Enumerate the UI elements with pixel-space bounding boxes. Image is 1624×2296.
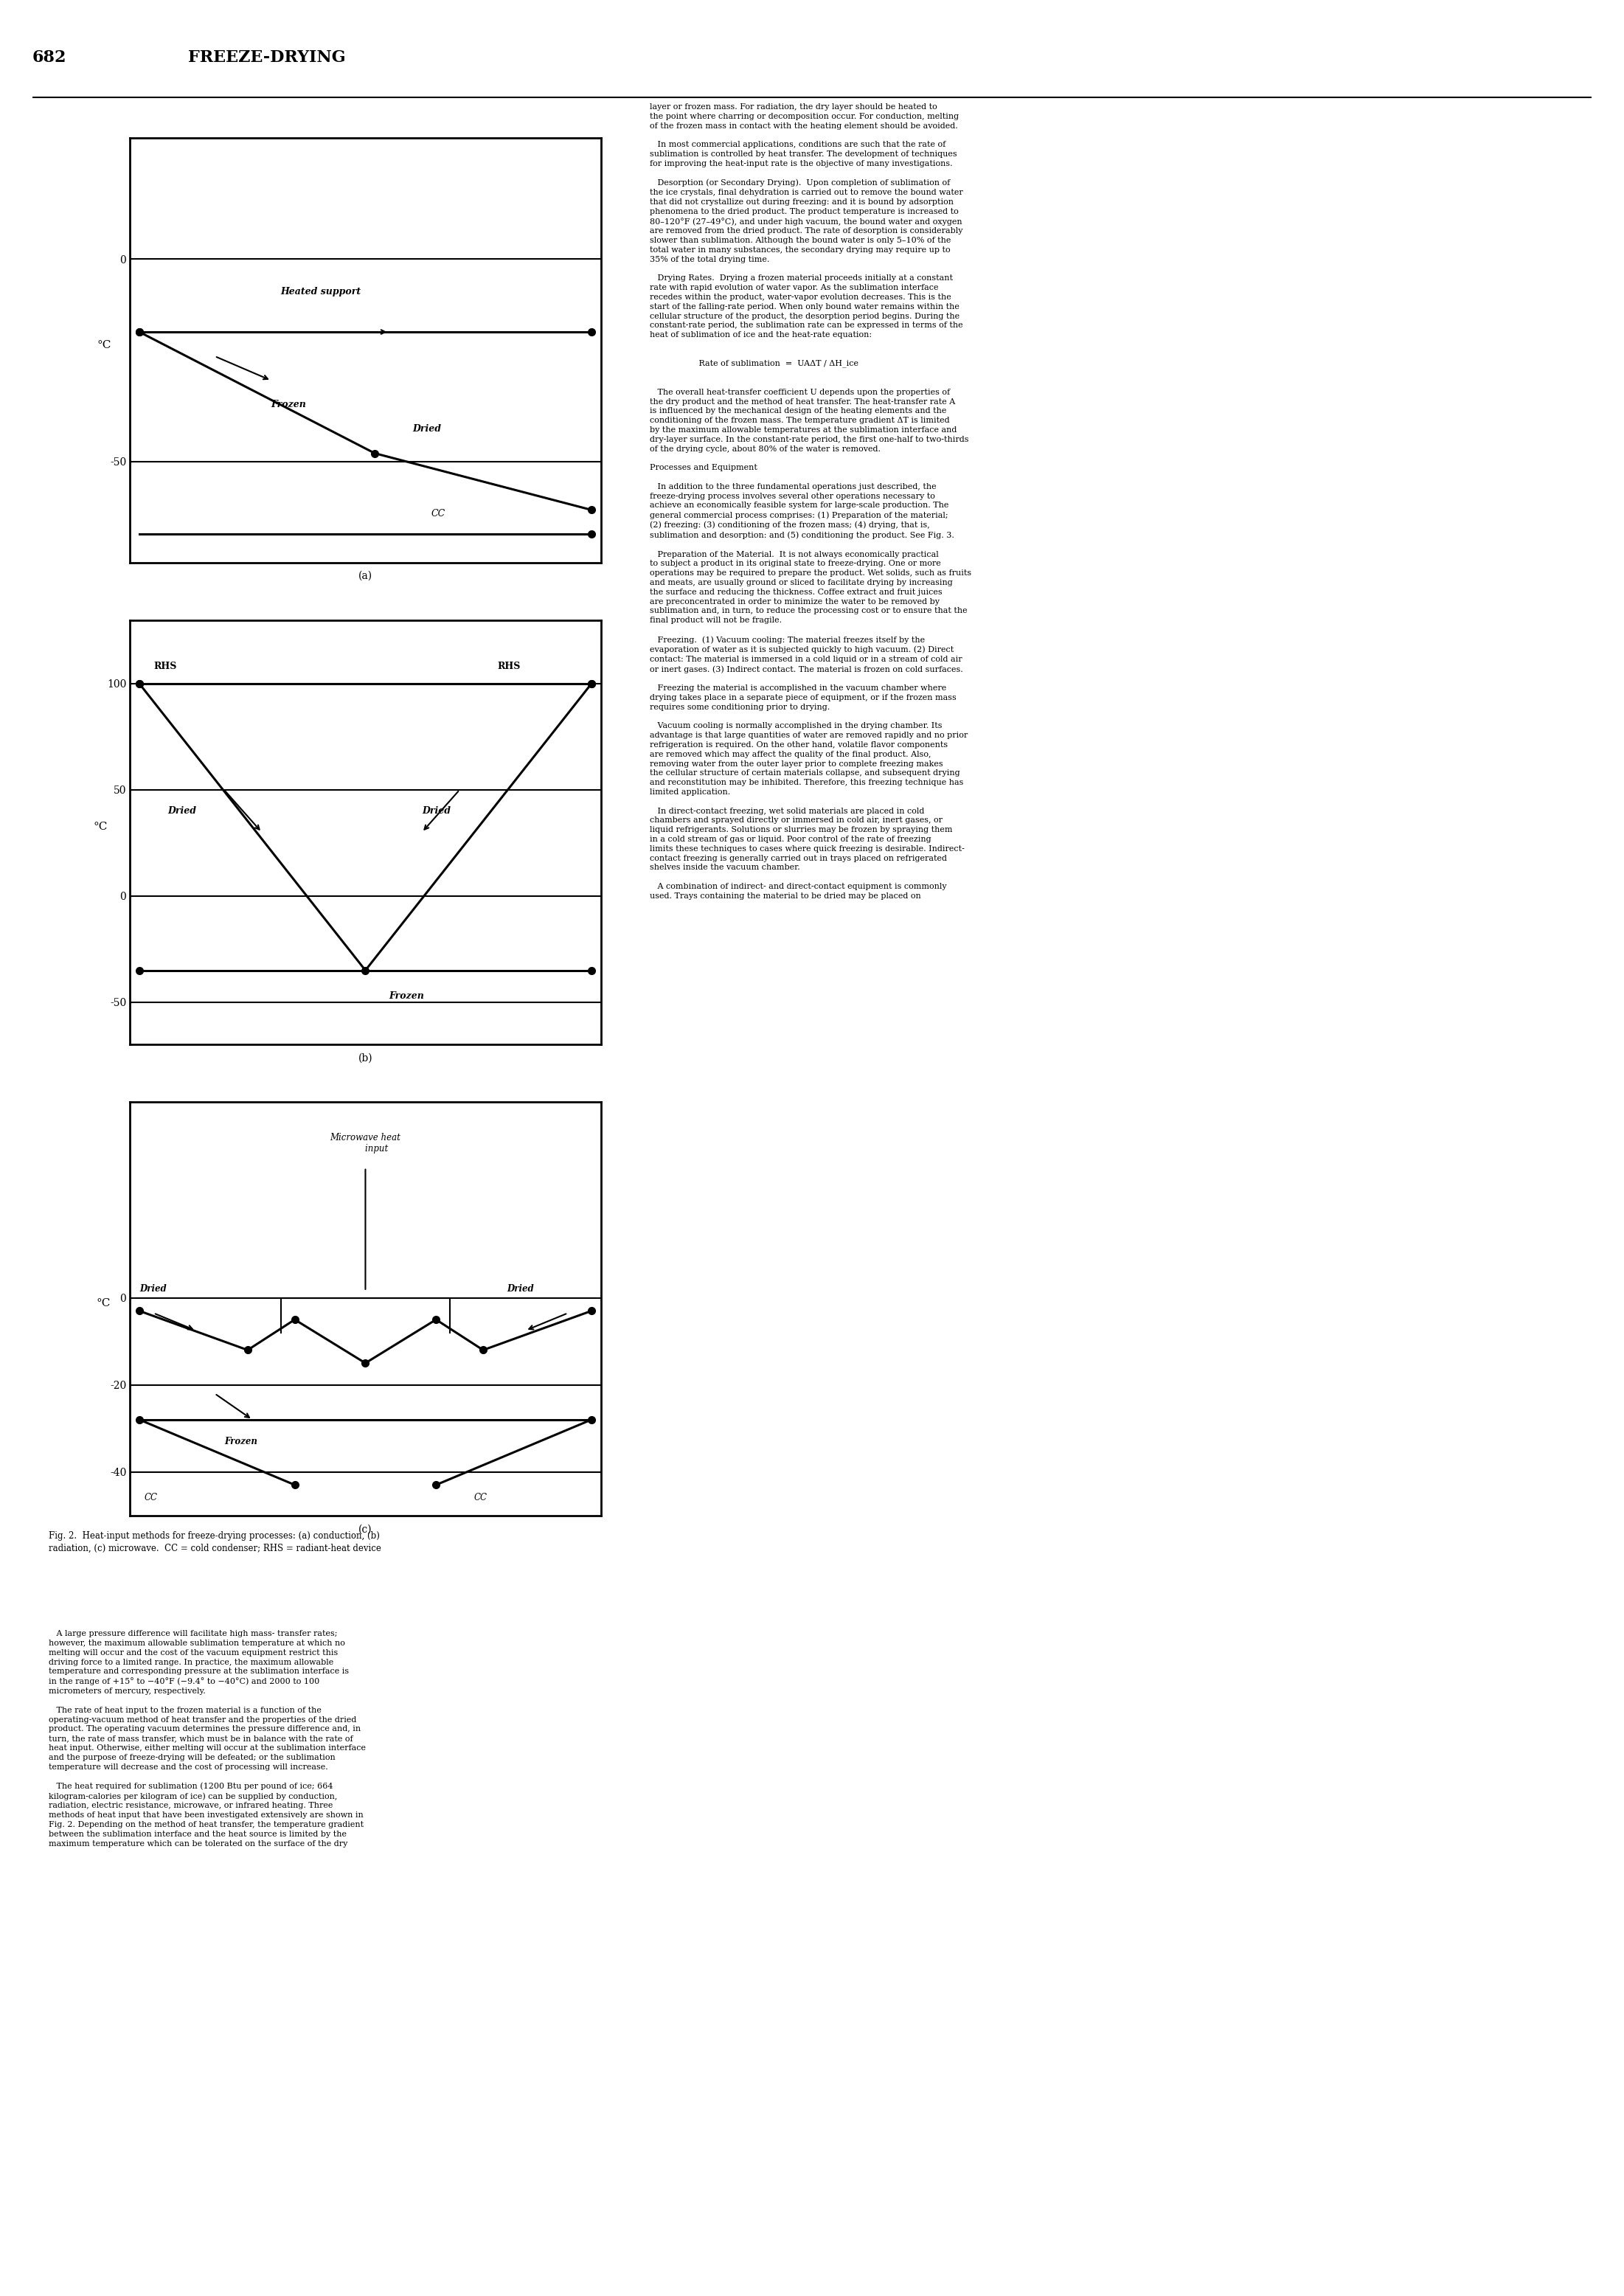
Y-axis label: °C: °C — [97, 340, 110, 349]
Text: Dried: Dried — [507, 1283, 534, 1295]
Text: CC: CC — [432, 510, 445, 519]
Text: RHS: RHS — [497, 661, 520, 670]
Text: Fig. 2.  Heat-input methods for freeze-drying processes: (a) conduction, (b)
rad: Fig. 2. Heat-input methods for freeze-dr… — [49, 1531, 382, 1552]
Text: A large pressure difference will facilitate high mass- transfer rates;
however, : A large pressure difference will facilit… — [49, 1630, 365, 1848]
Text: CC: CC — [145, 1492, 158, 1504]
Text: 682: 682 — [32, 48, 67, 67]
Y-axis label: °C: °C — [96, 1300, 110, 1309]
Text: Microwave heat
        input: Microwave heat input — [330, 1132, 401, 1153]
Text: Dried: Dried — [167, 806, 197, 815]
Text: RHS: RHS — [153, 661, 177, 670]
Text: (c): (c) — [359, 1525, 372, 1534]
Text: layer or frozen mass. For radiation, the dry layer should be heated to
the point: layer or frozen mass. For radiation, the… — [650, 103, 971, 900]
Text: (b): (b) — [359, 1054, 372, 1063]
Text: Dried: Dried — [422, 806, 451, 815]
Text: Dried: Dried — [412, 425, 442, 434]
Text: CC: CC — [474, 1492, 487, 1504]
Text: Heated support: Heated support — [281, 287, 361, 296]
Text: (a): (a) — [359, 572, 372, 581]
Text: Dried: Dried — [140, 1283, 166, 1295]
Y-axis label: °C: °C — [94, 822, 107, 831]
Text: Frozen: Frozen — [390, 992, 424, 1001]
Text: FREEZE-DRYING: FREEZE-DRYING — [188, 48, 346, 67]
Text: Frozen: Frozen — [271, 400, 307, 409]
Text: Frozen: Frozen — [224, 1437, 257, 1446]
